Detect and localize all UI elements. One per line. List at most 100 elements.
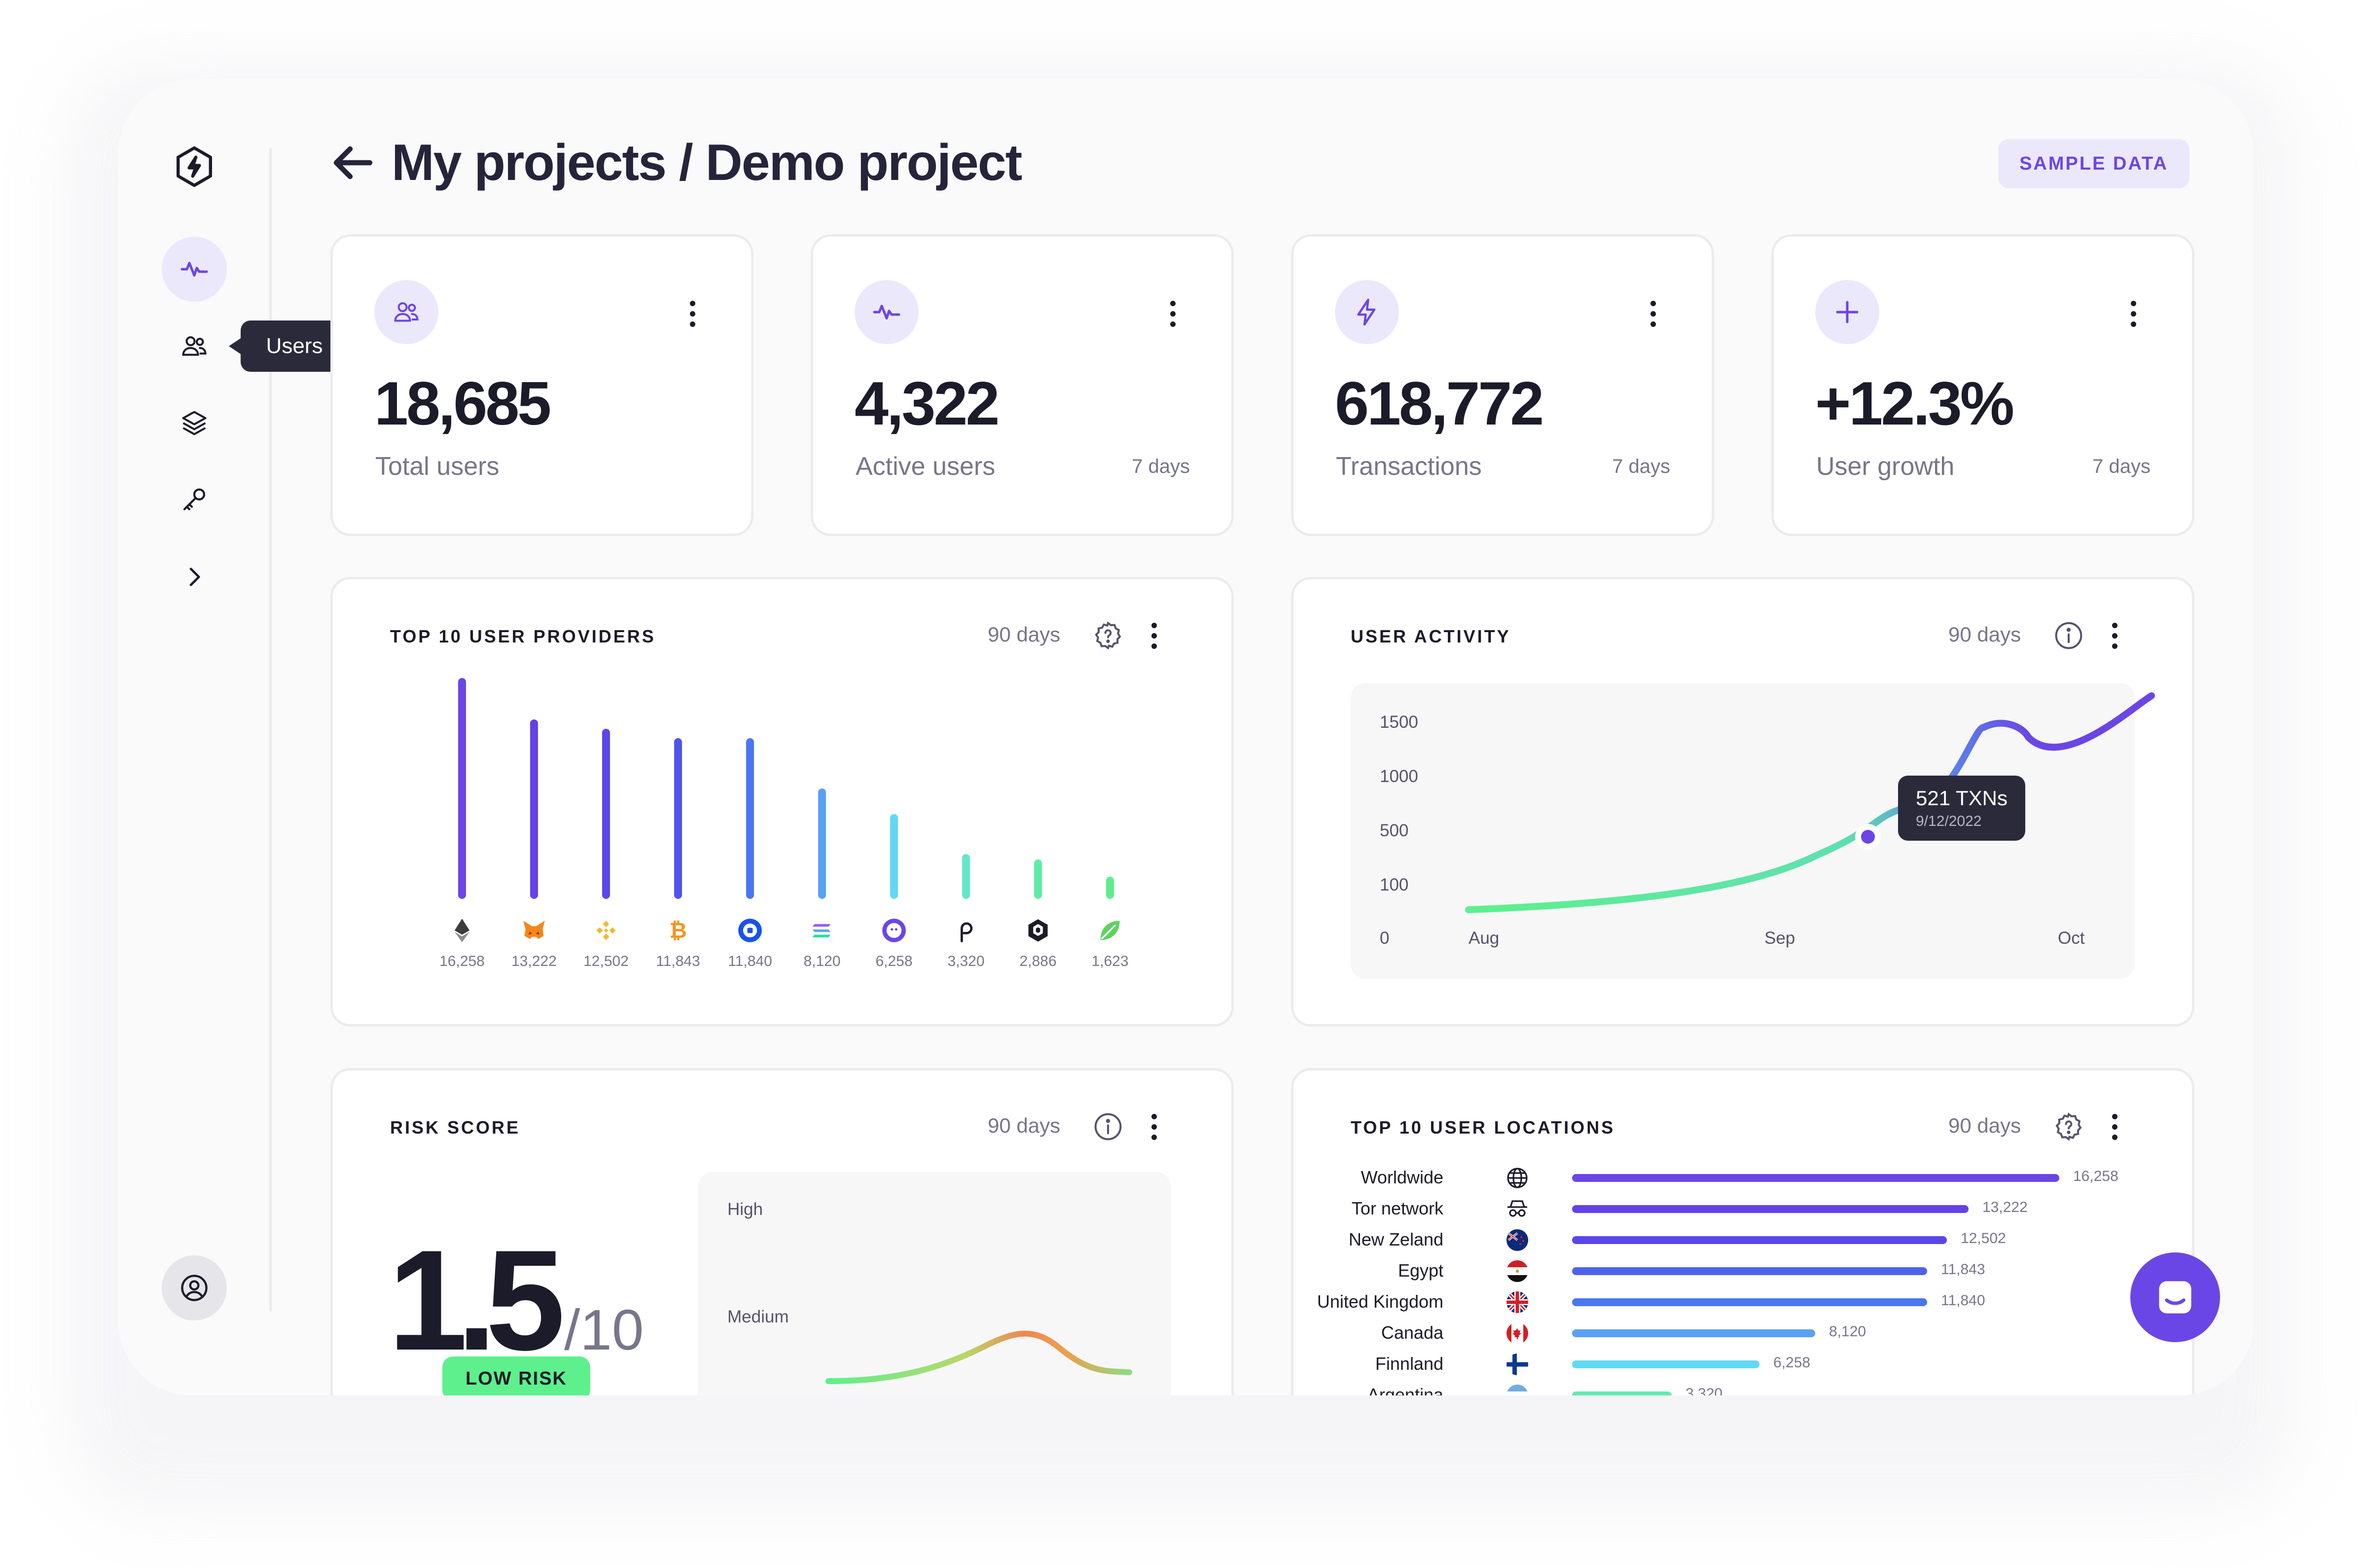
provider-value-label: 11,843 bbox=[656, 953, 700, 969]
provider-column[interactable]: 12,502 bbox=[583, 579, 629, 994]
location-row[interactable]: Egypt 11,843 bbox=[1293, 1256, 2192, 1286]
location-name: Egypt bbox=[1398, 1260, 1443, 1281]
page-header: My projects / Demo project bbox=[330, 128, 1022, 197]
sidebar-item-layers[interactable] bbox=[162, 391, 227, 456]
coinbase-icon bbox=[737, 918, 763, 943]
location-row[interactable]: Tor network 13,222 bbox=[1293, 1194, 2192, 1224]
stat-label: Transactions bbox=[1336, 452, 1482, 481]
location-row[interactable]: United Kingdom 11,840 bbox=[1293, 1287, 2192, 1317]
stat-card-total-users: 18,685 Total users bbox=[330, 234, 753, 536]
location-name: Tor network bbox=[1351, 1198, 1443, 1218]
more-menu-icon[interactable] bbox=[1147, 611, 1161, 660]
locations-card: TOP 10 USER LOCATIONS 90 days Worldwide 1… bbox=[1291, 1068, 2194, 1395]
location-row[interactable]: Canada 8,120 bbox=[1293, 1319, 2192, 1348]
location-row[interactable]: Worldwide 16,258 bbox=[1293, 1163, 2192, 1193]
chat-button[interactable] bbox=[2130, 1252, 2220, 1342]
location-name: United Kingdom bbox=[1317, 1291, 1443, 1312]
leaf-icon bbox=[1097, 918, 1123, 943]
sidebar-item-users[interactable] bbox=[162, 314, 227, 379]
locations-period[interactable]: 90 days bbox=[1948, 1114, 2021, 1137]
account-button[interactable] bbox=[162, 1255, 227, 1320]
more-menu-icon[interactable] bbox=[1147, 1102, 1161, 1151]
location-bar bbox=[1572, 1360, 1759, 1368]
stat-value: 618,772 bbox=[1335, 370, 1544, 438]
provider-column[interactable]: 2,886 bbox=[1018, 579, 1058, 994]
location-value-label: 16,258 bbox=[2073, 1168, 2118, 1184]
back-arrow-icon[interactable] bbox=[330, 139, 378, 186]
location-name: Worldwide bbox=[1361, 1167, 1443, 1187]
provider-column[interactable]: 11,840 bbox=[728, 579, 772, 994]
provider-bar bbox=[1106, 877, 1114, 899]
key-icon bbox=[183, 488, 206, 510]
sidebar-item-activity[interactable] bbox=[162, 237, 227, 302]
provider-column[interactable]: 8,120 bbox=[802, 579, 842, 994]
help-icon[interactable] bbox=[2053, 1111, 2084, 1142]
y-tick: 0 bbox=[1380, 928, 1390, 948]
location-bar bbox=[1572, 1236, 1947, 1244]
flag-argentina-icon bbox=[1506, 1384, 1529, 1395]
provider-bar bbox=[1034, 859, 1042, 899]
more-menu-icon[interactable] bbox=[2107, 611, 2122, 660]
more-menu-icon[interactable] bbox=[1165, 289, 1180, 338]
stat-icon-wrap bbox=[374, 280, 438, 344]
more-menu-icon[interactable] bbox=[2107, 1102, 2122, 1151]
risk-badge: LOW RISK bbox=[442, 1356, 590, 1395]
provider-bar bbox=[458, 678, 466, 899]
location-bar bbox=[1572, 1267, 1927, 1275]
provider-column[interactable]: 6,258 bbox=[874, 579, 914, 994]
sample-data-button[interactable]: SAMPLE DATA bbox=[1998, 139, 2189, 188]
provider-value-label: 16,258 bbox=[439, 953, 485, 969]
risk-score: 1.5 /10 bbox=[388, 1218, 644, 1383]
activity-tooltip: 521 TXNs 9/12/2022 bbox=[1898, 776, 2025, 841]
polkadot-icon bbox=[953, 918, 979, 943]
more-menu-icon[interactable] bbox=[685, 289, 700, 338]
sidebar-expand[interactable] bbox=[162, 544, 227, 609]
flag-egypt-icon bbox=[1506, 1259, 1529, 1283]
location-name: Argentina bbox=[1367, 1385, 1443, 1395]
info-icon[interactable] bbox=[2053, 620, 2084, 651]
sidebar-divider bbox=[269, 148, 272, 1312]
provider-bar bbox=[962, 854, 970, 899]
stat-icon-wrap bbox=[1815, 280, 1879, 344]
risk-score-max: /10 bbox=[564, 1298, 644, 1362]
cronos-icon bbox=[1025, 918, 1051, 943]
logo[interactable] bbox=[162, 134, 227, 199]
sidebar-item-keys[interactable] bbox=[162, 467, 227, 533]
risk-level-high: High bbox=[727, 1200, 763, 1219]
provider-column[interactable]: 3,320 bbox=[946, 579, 986, 994]
layers-icon bbox=[182, 411, 207, 435]
risk-period[interactable]: 90 days bbox=[988, 1114, 1061, 1137]
providers-title: TOP 10 USER PROVIDERS bbox=[390, 626, 656, 646]
location-row[interactable]: New Zeland 12,502 bbox=[1293, 1225, 2192, 1255]
locations-title: TOP 10 USER LOCATIONS bbox=[1351, 1117, 1615, 1138]
lightning-icon bbox=[1357, 298, 1376, 326]
more-menu-icon[interactable] bbox=[2126, 289, 2141, 338]
location-row[interactable]: Argentina 3,320 bbox=[1293, 1381, 2192, 1395]
provider-column[interactable]: 1,623 bbox=[1090, 579, 1130, 994]
activity-title: USER ACTIVITY bbox=[1351, 626, 1511, 646]
help-icon[interactable] bbox=[1092, 620, 1124, 651]
risk-score-value: 1.5 bbox=[388, 1220, 565, 1380]
activity-card: USER ACTIVITY 90 days 1500 1000 500 100 … bbox=[1291, 577, 2194, 1027]
location-value-label: 8,120 bbox=[1829, 1323, 1866, 1340]
activity-period[interactable]: 90 days bbox=[1948, 623, 2021, 646]
location-row[interactable]: Finnland 6,258 bbox=[1293, 1350, 2192, 1379]
location-value-label: 6,258 bbox=[1773, 1354, 1811, 1371]
provider-column[interactable]: 16,258 bbox=[439, 579, 485, 994]
stat-icon-wrap bbox=[1335, 280, 1399, 344]
user-circle-icon bbox=[181, 1275, 208, 1301]
info-icon[interactable] bbox=[1092, 1111, 1124, 1142]
provider-column[interactable]: 13,222 bbox=[511, 579, 557, 994]
providers-period[interactable]: 90 days bbox=[988, 623, 1061, 646]
plus-icon bbox=[1836, 301, 1859, 323]
solana-icon bbox=[809, 918, 835, 943]
location-value-label: 11,843 bbox=[1941, 1261, 1985, 1278]
more-menu-icon[interactable] bbox=[1646, 289, 1660, 338]
flag-uk-icon bbox=[1506, 1290, 1529, 1314]
provider-value-label: 1,623 bbox=[1091, 953, 1129, 969]
provider-bar bbox=[602, 729, 610, 899]
provider-column[interactable]: ₿ 11,843 bbox=[656, 579, 700, 994]
y-tick: 1000 bbox=[1380, 767, 1418, 786]
y-tick: 1500 bbox=[1380, 713, 1418, 732]
risk-level-medium: Medium bbox=[727, 1307, 789, 1326]
